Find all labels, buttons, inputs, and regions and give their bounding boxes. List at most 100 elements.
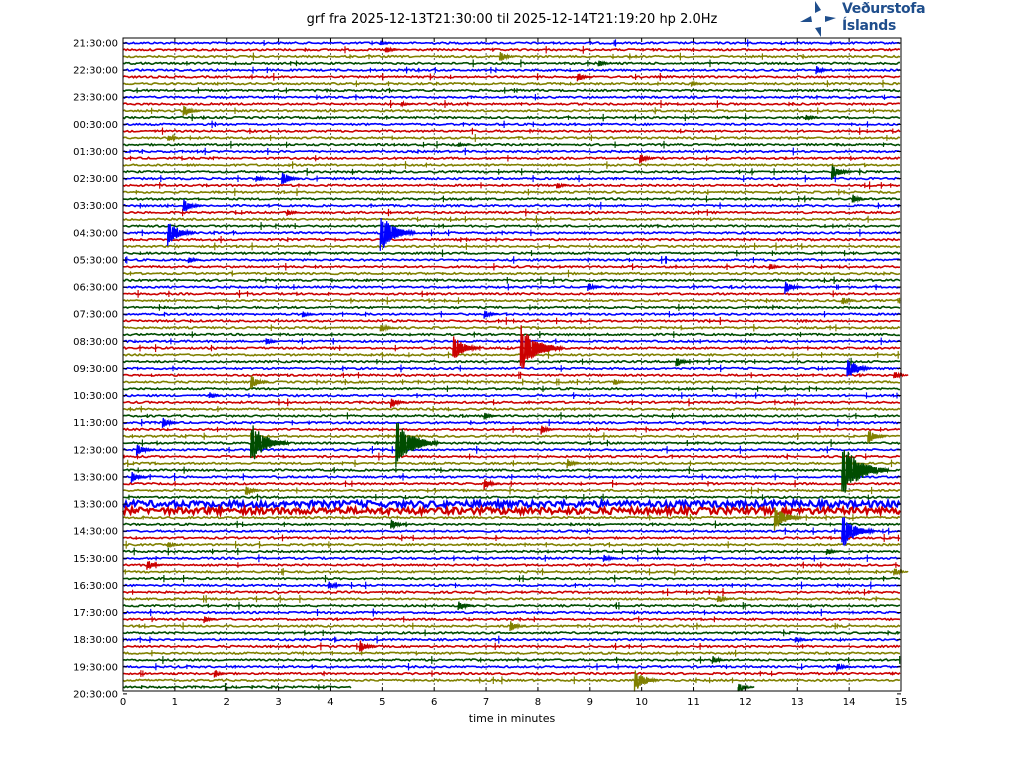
y-tick-label: 14:30:00 <box>73 527 118 538</box>
seismic-trace <box>122 522 901 527</box>
seismic-event <box>794 636 809 644</box>
x-tick-label: 7 <box>483 697 489 708</box>
y-tick-label: 20:30:00 <box>73 689 118 700</box>
seismic-trace <box>122 203 901 208</box>
seismic-trace <box>122 257 901 262</box>
seismic-event <box>130 471 148 483</box>
y-tick-label: 09:30:00 <box>73 364 118 375</box>
y-tick-label: 13:30:00 <box>73 472 118 483</box>
seismic-event <box>825 547 840 555</box>
seismic-trace <box>122 495 901 500</box>
x-tick-label: 5 <box>379 697 385 708</box>
seismic-event <box>737 683 755 692</box>
seismic-event <box>390 519 408 530</box>
seismic-trace <box>122 496 901 512</box>
seismic-trace <box>122 88 901 93</box>
seismic-event <box>675 358 693 367</box>
seismic-trace <box>122 610 901 615</box>
seismic-event <box>167 541 181 548</box>
seismic-trace <box>122 251 901 256</box>
seismic-trace <box>122 427 901 432</box>
plot-frame <box>122 37 902 692</box>
logo-line-2: Íslands <box>842 18 897 34</box>
y-axis-ticks: 21:30:00 22:30:00 23:30:00 00:30:00 01:30:00… <box>73 39 901 700</box>
seismic-event <box>498 52 516 61</box>
x-tick-label: 2 <box>224 697 230 708</box>
seismic-event <box>597 60 612 67</box>
seismic-event <box>379 218 417 251</box>
seismic-event <box>768 263 783 270</box>
y-tick-label: 11:30:00 <box>73 418 118 429</box>
seismic-trace <box>122 298 901 303</box>
vedurstofa-logo: Veðurstofa Íslands <box>798 0 926 40</box>
seismic-trace <box>122 95 901 100</box>
seismic-traces <box>122 39 901 692</box>
seismic-event <box>358 640 378 652</box>
seismic-event <box>841 450 890 493</box>
seismic-trace <box>122 271 901 276</box>
seismic-trace <box>122 576 901 581</box>
seismic-event <box>576 73 593 82</box>
y-tick-label: 01:30:00 <box>73 147 118 158</box>
seismic-event <box>281 172 301 185</box>
seismic-trace <box>122 468 901 473</box>
x-tick-label: 13 <box>791 697 804 708</box>
seismic-event <box>815 65 831 75</box>
y-tick-label: 08:30:00 <box>73 337 118 348</box>
logo-line-1: Veðurstofa <box>842 1 926 17</box>
y-tick-label: 12:30:00 <box>73 445 118 456</box>
seismic-event <box>587 282 603 291</box>
seismic-trace <box>122 115 901 120</box>
seismic-trace <box>122 678 901 683</box>
seismic-event <box>784 281 803 294</box>
seismic-event <box>690 79 704 87</box>
seismic-trace <box>122 535 901 541</box>
y-tick-label: 02:30:00 <box>73 174 118 185</box>
seismic-trace <box>122 488 901 493</box>
seismic-trace <box>122 129 901 134</box>
seismic-trace <box>122 352 901 357</box>
seismic-trace <box>122 264 901 269</box>
seismic-event <box>390 398 408 409</box>
seismic-trace <box>122 237 901 242</box>
seismic-trace <box>122 149 901 154</box>
seismic-trace <box>122 305 901 310</box>
seismic-trace <box>122 244 901 249</box>
seismic-trace <box>122 596 901 601</box>
seismic-event <box>540 425 556 435</box>
x-tick-label: 3 <box>275 697 281 708</box>
seismic-trace <box>122 549 901 554</box>
y-tick-label: 19:30:00 <box>73 662 118 673</box>
seismic-trace <box>122 169 901 174</box>
x-tick-label: 8 <box>535 697 541 708</box>
seismic-trace <box>122 373 901 378</box>
seismic-trace <box>122 637 901 642</box>
seismic-trace <box>122 61 901 66</box>
seismic-trace <box>122 183 901 188</box>
y-tick-label: 04:30:00 <box>73 228 118 239</box>
seismic-trace <box>122 447 901 452</box>
seismic-trace <box>122 407 901 412</box>
seismic-event <box>457 141 471 148</box>
x-tick-label: 0 <box>120 697 126 708</box>
y-tick-label: 07:30:00 <box>73 310 118 321</box>
seismic-trace <box>122 217 901 222</box>
seismic-event <box>395 422 439 468</box>
x-tick-label: 6 <box>431 697 437 708</box>
seismic-event <box>633 670 660 692</box>
seismic-trace <box>122 135 901 140</box>
seismic-event <box>187 256 202 264</box>
seismic-event <box>203 616 218 624</box>
seismic-trace <box>122 454 901 459</box>
x-axis-ticks: 0 1 2 3 4 5 6 7 8 9 10 11 12 13 14 15 <box>120 38 907 708</box>
seismic-event <box>213 670 228 678</box>
seismic-event <box>286 209 301 216</box>
seismic-event <box>265 337 280 345</box>
seismic-event <box>250 425 290 460</box>
seismic-event <box>509 621 527 632</box>
seismic-trace <box>122 420 901 425</box>
y-tick-label: 13:30:00 <box>73 500 118 511</box>
x-tick-label: 10 <box>635 697 648 708</box>
seismic-trace <box>122 441 901 445</box>
